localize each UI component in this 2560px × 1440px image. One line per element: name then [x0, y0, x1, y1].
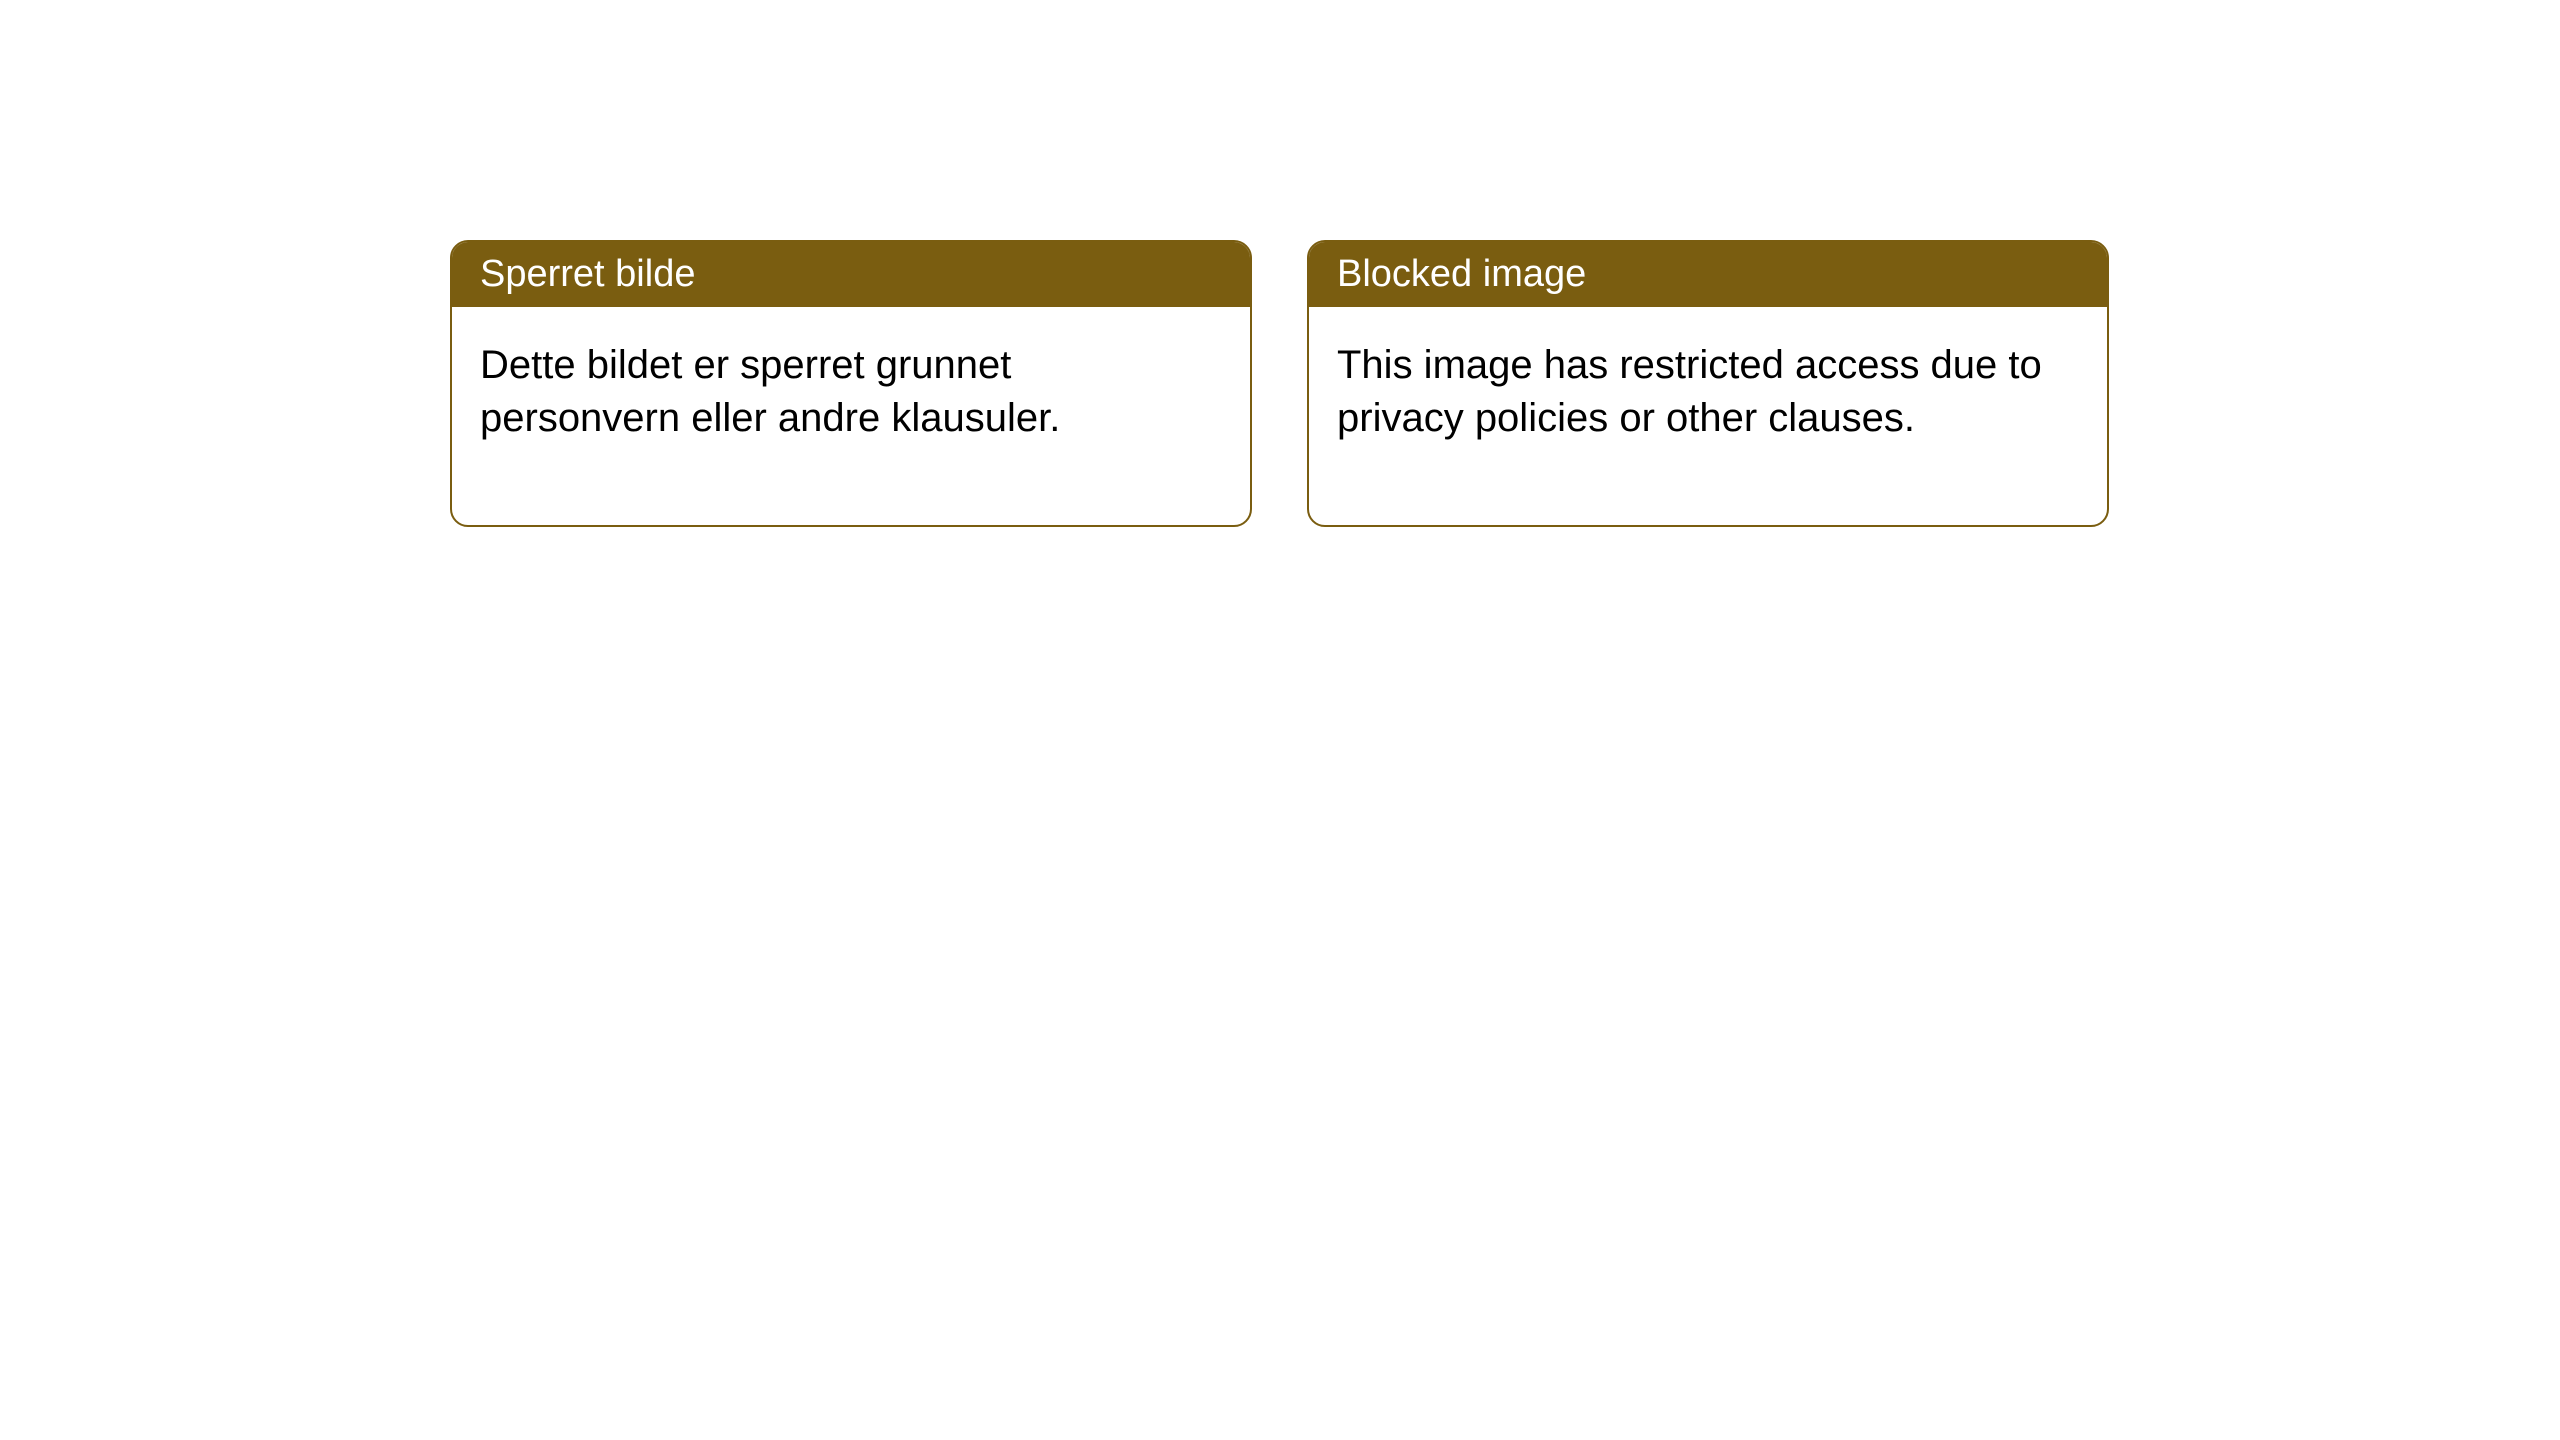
card-body-text: This image has restricted access due to … [1337, 343, 2042, 440]
card-title: Blocked image [1337, 253, 1586, 295]
card-header: Sperret bilde [452, 242, 1250, 307]
card-title: Sperret bilde [480, 253, 695, 295]
notice-cards-container: Sperret bilde Dette bildet er sperret gr… [450, 240, 2109, 527]
notice-card-norwegian: Sperret bilde Dette bildet er sperret gr… [450, 240, 1252, 527]
card-body: Dette bildet er sperret grunnet personve… [452, 307, 1250, 525]
card-body-text: Dette bildet er sperret grunnet personve… [480, 343, 1060, 440]
notice-card-english: Blocked image This image has restricted … [1307, 240, 2109, 527]
card-header: Blocked image [1309, 242, 2107, 307]
card-body: This image has restricted access due to … [1309, 307, 2107, 525]
